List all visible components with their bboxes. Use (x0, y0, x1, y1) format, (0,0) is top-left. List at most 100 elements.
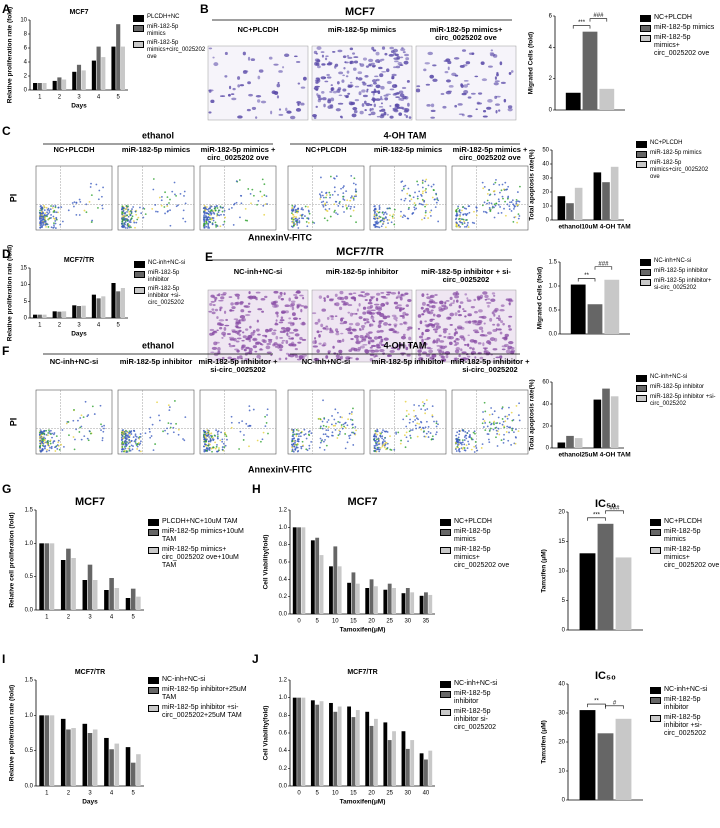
cell (510, 70, 514, 73)
y-tick-label: 1.0 (279, 695, 288, 701)
event (420, 421, 423, 424)
cell (448, 333, 451, 335)
bar (347, 582, 352, 614)
cell (382, 315, 388, 320)
event (310, 441, 313, 443)
event (129, 434, 131, 436)
event (50, 205, 52, 207)
event (48, 449, 51, 452)
cell (237, 84, 241, 88)
cell (368, 113, 372, 116)
event (424, 435, 427, 438)
event (429, 432, 432, 434)
event (164, 191, 166, 194)
chart-title: IC₅₀ (595, 670, 616, 682)
cell (400, 56, 404, 59)
y-tick-label: 0.0 (279, 612, 288, 618)
event (410, 198, 413, 201)
event (474, 441, 477, 443)
event (510, 210, 513, 212)
event (88, 200, 91, 203)
cell (286, 332, 289, 336)
cell (351, 113, 357, 118)
event (44, 224, 47, 226)
cell (354, 98, 360, 102)
legend-item: miR-182-5p inhibitor si-circ_0025202 (440, 708, 512, 732)
cell (495, 103, 500, 106)
event (378, 205, 381, 207)
event (175, 205, 178, 208)
cell (396, 347, 401, 351)
event (121, 213, 124, 216)
cell (316, 330, 320, 334)
cell (385, 293, 391, 296)
bar (602, 388, 610, 448)
flow-plot (451, 165, 529, 231)
bar (130, 762, 136, 786)
event (122, 226, 125, 229)
cell (334, 293, 338, 298)
event (488, 202, 491, 204)
event (435, 201, 438, 204)
event (395, 431, 397, 434)
legend: NC-inh+NC-si miR-182-5p inhibitor miR-182-… (134, 260, 200, 309)
event (152, 178, 155, 180)
event (463, 207, 466, 210)
x-tick-label: 4 (110, 615, 114, 621)
event (338, 429, 341, 432)
cell (466, 299, 472, 302)
event (43, 213, 46, 216)
event (414, 204, 417, 207)
cell (352, 292, 357, 295)
bar (91, 294, 96, 318)
event (481, 443, 484, 445)
event (340, 426, 343, 428)
event (211, 217, 214, 219)
event (139, 206, 141, 209)
x-tick-label: 3 (88, 615, 92, 621)
cell (229, 309, 235, 312)
cell (426, 296, 431, 300)
event (293, 437, 296, 440)
event (351, 419, 354, 421)
event (378, 450, 381, 453)
cell (261, 334, 267, 337)
event (39, 445, 41, 448)
event (401, 216, 404, 219)
bar (62, 311, 67, 318)
event (319, 198, 322, 200)
legend: PLCDH+NC miR-182-5p mimics miR-182-5p mimi… (133, 14, 205, 63)
cell (407, 102, 410, 107)
event (373, 205, 376, 208)
cell (208, 89, 214, 92)
cell (417, 327, 421, 330)
cell (454, 341, 460, 345)
cell (499, 61, 503, 66)
event (373, 439, 376, 442)
event (208, 207, 210, 210)
event (182, 438, 184, 440)
legend-swatch (640, 259, 651, 266)
cell (296, 304, 300, 308)
event (212, 439, 215, 442)
cell (221, 337, 224, 339)
cell (499, 309, 505, 312)
event (207, 222, 210, 225)
event (205, 444, 208, 447)
cell (371, 79, 377, 83)
event (162, 430, 164, 433)
event (50, 214, 52, 216)
event (163, 206, 166, 208)
cell (420, 306, 424, 310)
cell (316, 93, 319, 96)
cell (259, 342, 263, 346)
event (395, 432, 398, 435)
cell (467, 96, 472, 99)
event (463, 222, 466, 224)
event (212, 446, 215, 449)
event (463, 447, 466, 449)
event (120, 208, 123, 211)
event (167, 210, 169, 212)
y-tick-label: 5 (562, 598, 566, 604)
event (409, 418, 411, 421)
